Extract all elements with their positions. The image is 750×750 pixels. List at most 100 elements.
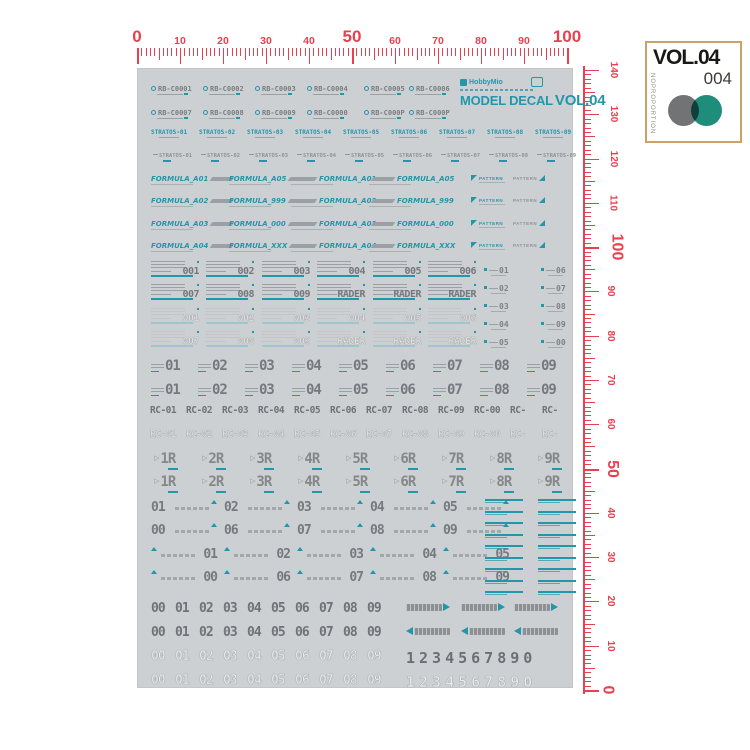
mini-id-label: 01 — [499, 266, 509, 275]
text-lines — [373, 284, 407, 292]
tick — [583, 317, 591, 319]
digit-pair-label: 04 — [247, 649, 262, 665]
number-block: 003 — [262, 261, 310, 280]
formula-label: FORMULA_XXX — [229, 242, 288, 250]
triangle-outline-icon: ▷ — [538, 478, 544, 485]
tick — [583, 654, 591, 656]
rb-code-item: RB-C0007 — [151, 109, 192, 119]
tick — [583, 167, 591, 169]
tick — [583, 650, 591, 652]
number-block: 003 — [262, 308, 311, 327]
digit-pair-label: 07 — [319, 673, 334, 689]
text-line — [317, 294, 337, 295]
dash-icon — [249, 154, 254, 155]
pattern-label: PATTERN — [479, 221, 504, 226]
digit-pair-label: 06 — [295, 625, 310, 640]
block-number: 007 — [182, 289, 199, 300]
strip-line — [538, 582, 560, 584]
stratos-label: STRATOS-03 — [255, 153, 289, 159]
chat-badge-icon — [530, 77, 543, 87]
digit-pair-label: 08 — [343, 673, 358, 689]
strip-line — [538, 499, 576, 501]
text-lines — [206, 308, 240, 316]
r-badge-label: 5R — [352, 474, 368, 490]
arrow-decal-left — [512, 627, 558, 636]
teal-arrow-tip-icon — [284, 500, 290, 504]
text-line — [317, 341, 337, 342]
rb-code-label: RB-C0004 — [314, 85, 348, 93]
stratos-label: STRATOS-09 — [535, 129, 572, 136]
tick — [583, 561, 591, 563]
micro-bar-icon — [489, 306, 498, 307]
micro-text-icon — [480, 388, 493, 396]
teal-arrow-tip-icon — [211, 500, 217, 504]
teal-square-icon — [484, 304, 487, 307]
digit-pair-label: 02 — [199, 673, 214, 689]
digit-pair-label: 01 — [175, 649, 190, 665]
strip-line — [485, 510, 523, 513]
speed-bar-icon — [370, 177, 396, 181]
rb-code-label: RB-C0007 — [158, 109, 192, 117]
teal-underline — [206, 322, 248, 324]
tick — [583, 145, 591, 147]
number-block: 008 — [206, 331, 255, 350]
bottom-digit-pair: 01 — [175, 625, 190, 640]
tick — [425, 48, 427, 56]
stratos-label: STRATOS-03 — [247, 129, 284, 136]
teal-square-icon — [541, 286, 544, 289]
bottom-digit-pair: 03 — [223, 601, 238, 616]
speed-bar-icon — [292, 222, 318, 226]
strip-line — [485, 548, 507, 549]
rc-code-label: RC-04 — [258, 405, 285, 416]
triangle-icon — [471, 242, 477, 248]
ruler-label: 30 — [260, 35, 272, 47]
tick — [583, 264, 591, 266]
digit-pair-label: 09 — [367, 673, 382, 689]
micro-text-icon — [527, 388, 540, 396]
tick — [583, 459, 591, 461]
text-line — [262, 294, 282, 295]
trail-number-left: 04 — [370, 547, 437, 562]
tick — [583, 685, 591, 687]
tick — [442, 48, 444, 56]
tick — [583, 100, 591, 102]
tick — [583, 193, 591, 195]
teal-label-strip — [485, 499, 523, 505]
r-badge-item: ▷4R — [298, 473, 322, 493]
trail-number-right: 03 — [297, 500, 363, 515]
stratos-label: STRATOS-01 — [151, 129, 188, 136]
formula-item: FORMULA_A03 — [291, 220, 376, 230]
bottom-digit-pair-outline: 09 — [367, 649, 382, 665]
tick — [583, 123, 591, 125]
arrow-head-icon — [406, 627, 413, 635]
tag-number-label: 06 — [400, 358, 416, 374]
tick — [583, 446, 595, 448]
tag-number-label: 07 — [447, 358, 463, 374]
pattern-label: PATTERN — [479, 198, 504, 203]
tick — [283, 48, 285, 56]
teal-label-strip — [538, 522, 576, 528]
speed-bar-icon — [292, 199, 318, 203]
bottom-digit-pair-outline: 04 — [247, 649, 262, 665]
strip-line — [538, 502, 560, 503]
tick — [567, 48, 569, 64]
strip-line — [538, 513, 560, 515]
formula-label: FORMULA_A05 — [229, 175, 287, 183]
corner-dot — [363, 284, 365, 286]
block-number: 005 — [404, 266, 421, 277]
strip-line — [538, 571, 560, 572]
tick — [583, 131, 591, 133]
pattern-label: PATTERN — [513, 176, 538, 181]
text-lines — [373, 308, 407, 316]
text-lines — [317, 261, 351, 269]
triangle-outline-icon: ▷ — [394, 455, 400, 462]
tick — [583, 552, 591, 554]
tick — [583, 419, 591, 421]
tick — [583, 180, 595, 182]
tick — [583, 468, 599, 471]
tick — [304, 48, 306, 56]
formula-item: FORMULA_A01 — [291, 175, 376, 185]
corner-dot — [252, 308, 254, 310]
teal-square-icon — [484, 322, 487, 325]
tick — [583, 464, 591, 466]
